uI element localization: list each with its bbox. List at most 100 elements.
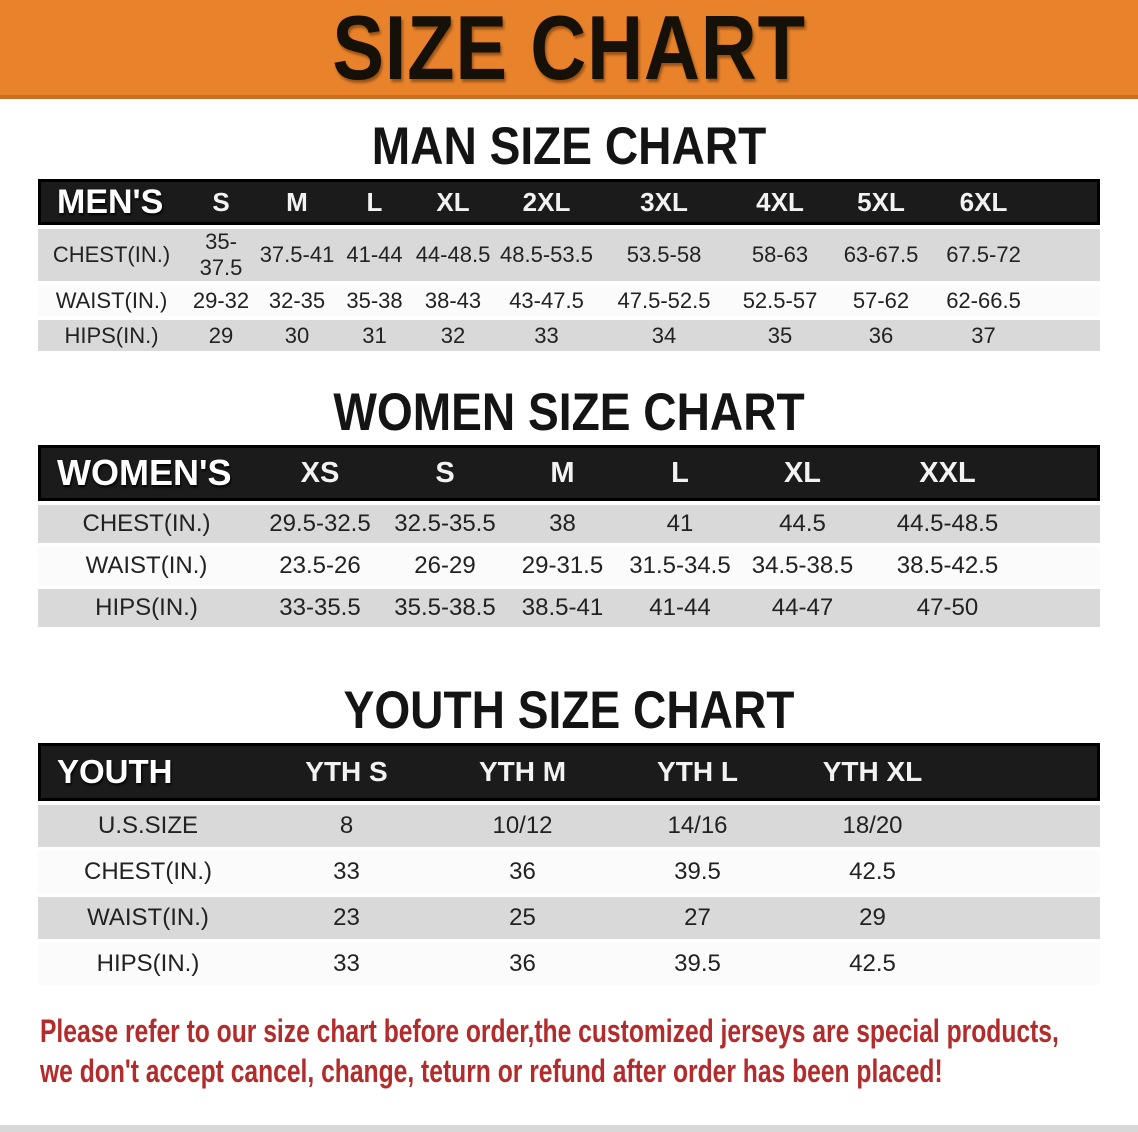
header-filler bbox=[1030, 445, 1100, 501]
banner-title: SIZE CHART bbox=[332, 0, 806, 99]
column-header: L bbox=[337, 179, 412, 225]
youth-size-table: YOUTH YTH S YTH M YTH L YTH XL U.S.SIZE 8 10/12… bbox=[38, 739, 1100, 989]
size-value: 38.5-41 bbox=[505, 589, 620, 627]
row-filler bbox=[960, 805, 1100, 847]
column-header: 4XL bbox=[729, 179, 831, 225]
size-value: 38.5-42.5 bbox=[865, 547, 1030, 585]
table-row: CHEST(IN.) 29.5-32.5 32.5-35.5 38 41 44.5 44.5… bbox=[38, 505, 1100, 543]
row-filler bbox=[1036, 229, 1100, 281]
column-header: 6XL bbox=[931, 179, 1036, 225]
size-value: 23 bbox=[258, 897, 435, 939]
table-header-row: WOMEN'S XS S M L XL XXL bbox=[38, 445, 1100, 501]
size-value: 44-48.5 bbox=[412, 229, 494, 281]
size-value: 62-66.5 bbox=[931, 285, 1036, 316]
size-value: 29-32 bbox=[185, 285, 257, 316]
size-value: 10/12 bbox=[435, 805, 610, 847]
size-value: 35-38 bbox=[337, 285, 412, 316]
row-label: WAIST(IN.) bbox=[38, 547, 255, 585]
size-value: 33 bbox=[258, 851, 435, 893]
size-value: 31 bbox=[337, 320, 412, 351]
row-label: HIPS(IN.) bbox=[38, 589, 255, 627]
size-value: 14/16 bbox=[610, 805, 785, 847]
size-value: 35-37.5 bbox=[185, 229, 257, 281]
disclaimer: Please refer to our size chart before or… bbox=[40, 1011, 1138, 1091]
column-header: M bbox=[505, 445, 620, 501]
column-header: 2XL bbox=[494, 179, 599, 225]
size-value: 31.5-34.5 bbox=[620, 547, 740, 585]
row-label: U.S.SIZE bbox=[38, 805, 258, 847]
size-value: 32-35 bbox=[257, 285, 337, 316]
size-value: 38-43 bbox=[412, 285, 494, 316]
table-row: HIPS(IN.) 29 30 31 32 33 34 35 36 37 bbox=[38, 320, 1100, 351]
size-value: 41-44 bbox=[620, 589, 740, 627]
table-header-row: YOUTH YTH S YTH M YTH L YTH XL bbox=[38, 743, 1100, 801]
row-label: CHEST(IN.) bbox=[38, 229, 185, 281]
size-value: 25 bbox=[435, 897, 610, 939]
column-header: YTH L bbox=[610, 743, 785, 801]
size-value: 44.5-48.5 bbox=[865, 505, 1030, 543]
size-chart-banner: SIZE CHART bbox=[0, 0, 1138, 99]
header-filler bbox=[1036, 179, 1100, 225]
column-header: YTH M bbox=[435, 743, 610, 801]
women-section-heading: WOMEN SIZE CHART bbox=[333, 383, 805, 442]
table-row: CHEST(IN.) 35-37.5 37.5-41 41-44 44-48.5 48.5… bbox=[38, 229, 1100, 281]
table-corner-label: MEN'S bbox=[38, 179, 185, 225]
womens-size-table: WOMEN'S XS S M L XL XXL CHEST(IN.) 29.5-32.5 32.5… bbox=[38, 441, 1100, 631]
size-value: 29.5-32.5 bbox=[255, 505, 385, 543]
column-header: YTH S bbox=[258, 743, 435, 801]
size-value: 8 bbox=[258, 805, 435, 847]
size-value: 39.5 bbox=[610, 943, 785, 985]
size-value: 44-47 bbox=[740, 589, 865, 627]
header-filler bbox=[960, 743, 1100, 801]
youth-section-heading: YOUTH SIZE CHART bbox=[343, 681, 795, 740]
size-value: 23.5-26 bbox=[255, 547, 385, 585]
table-row: WAIST(IN.) 23 25 27 29 bbox=[38, 897, 1100, 939]
column-header: S bbox=[185, 179, 257, 225]
size-value: 44.5 bbox=[740, 505, 865, 543]
size-value: 32 bbox=[412, 320, 494, 351]
row-label: WAIST(IN.) bbox=[38, 285, 185, 316]
table-row: U.S.SIZE 8 10/12 14/16 18/20 bbox=[38, 805, 1100, 847]
size-value: 29 bbox=[785, 897, 960, 939]
size-value: 35 bbox=[729, 320, 831, 351]
size-value: 41-44 bbox=[337, 229, 412, 281]
size-value: 39.5 bbox=[610, 851, 785, 893]
size-value: 34 bbox=[599, 320, 729, 351]
table-row: WAIST(IN.) 23.5-26 26-29 29-31.5 31.5-34.5 34… bbox=[38, 547, 1100, 585]
size-value: 52.5-57 bbox=[729, 285, 831, 316]
table-corner-label: WOMEN'S bbox=[38, 445, 255, 501]
size-value: 33 bbox=[258, 943, 435, 985]
row-label: CHEST(IN.) bbox=[38, 851, 258, 893]
column-header: L bbox=[620, 445, 740, 501]
disclaimer-line-1: Please refer to our size chart before or… bbox=[40, 1013, 1059, 1049]
size-value: 37.5-41 bbox=[257, 229, 337, 281]
size-value: 29-31.5 bbox=[505, 547, 620, 585]
size-value: 47-50 bbox=[865, 589, 1030, 627]
column-header: YTH XL bbox=[785, 743, 960, 801]
size-value: 27 bbox=[610, 897, 785, 939]
column-header: XXL bbox=[865, 445, 1030, 501]
row-filler bbox=[1030, 547, 1100, 585]
size-value: 41 bbox=[620, 505, 740, 543]
size-value: 36 bbox=[435, 851, 610, 893]
size-value: 67.5-72 bbox=[931, 229, 1036, 281]
size-value: 58-63 bbox=[729, 229, 831, 281]
table-row: CHEST(IN.) 33 36 39.5 42.5 bbox=[38, 851, 1100, 893]
disclaimer-line-2: we don't accept cancel, change, teturn o… bbox=[40, 1053, 943, 1089]
bottom-divider bbox=[0, 1125, 1138, 1132]
size-value: 38 bbox=[505, 505, 620, 543]
row-filler bbox=[960, 851, 1100, 893]
size-value: 26-29 bbox=[385, 547, 505, 585]
row-filler bbox=[1030, 505, 1100, 543]
column-header: XS bbox=[255, 445, 385, 501]
row-filler bbox=[960, 943, 1100, 985]
man-section-heading: MAN SIZE CHART bbox=[371, 117, 767, 176]
table-row: HIPS(IN.) 33-35.5 35.5-38.5 38.5-41 41-44 44-… bbox=[38, 589, 1100, 627]
size-value: 30 bbox=[257, 320, 337, 351]
row-label: WAIST(IN.) bbox=[38, 897, 258, 939]
table-corner-label: YOUTH bbox=[38, 743, 258, 801]
column-header: 3XL bbox=[599, 179, 729, 225]
row-label: HIPS(IN.) bbox=[38, 320, 185, 351]
size-value: 57-62 bbox=[831, 285, 931, 316]
column-header: S bbox=[385, 445, 505, 501]
